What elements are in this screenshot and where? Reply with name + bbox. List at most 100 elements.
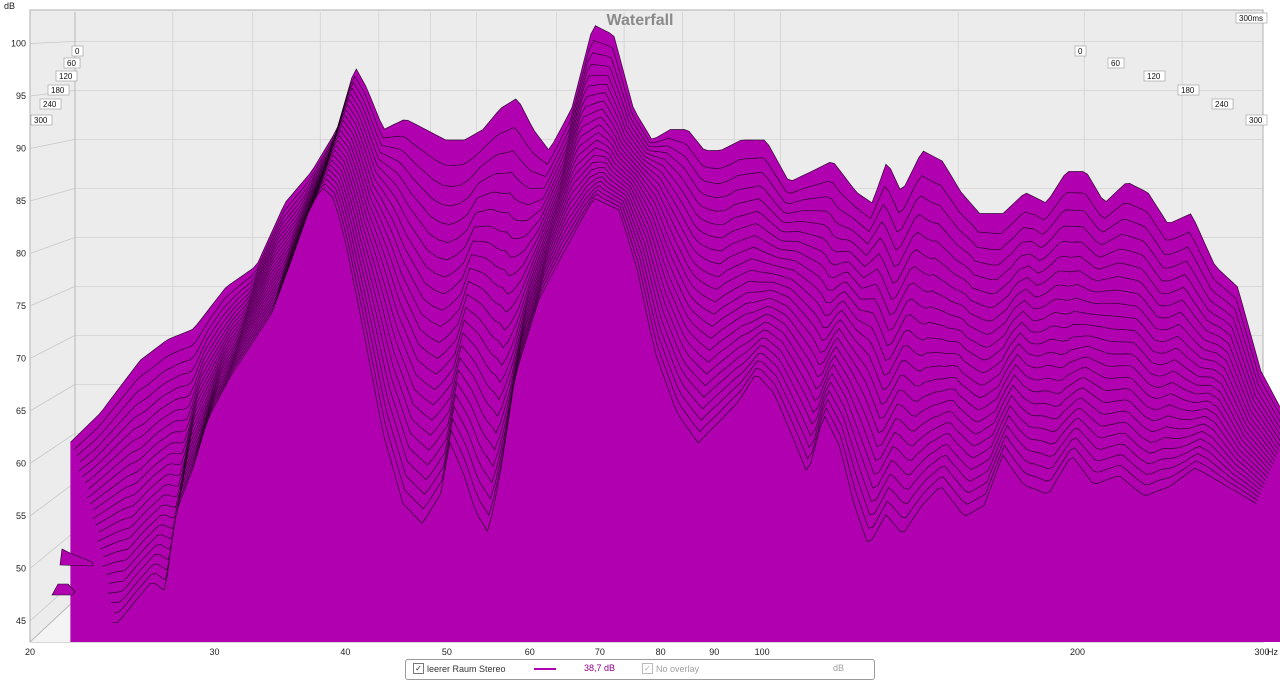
slice-line-10 xyxy=(93,124,1275,510)
y-tick-label: 50 xyxy=(16,564,26,574)
x-tick-label: 100 xyxy=(755,647,770,657)
x-axis-unit: Hz xyxy=(1267,647,1278,657)
y-tick-label: 65 xyxy=(16,406,26,416)
x-tick-label: 30 xyxy=(209,647,219,657)
x-tick-label: 60 xyxy=(525,647,535,657)
grid-side-line xyxy=(29,41,76,44)
slice-line-14 xyxy=(97,144,1270,543)
slice-line-6 xyxy=(85,92,1280,483)
time-tick-right-text: 0 xyxy=(1078,47,1083,56)
slice-line-8 xyxy=(86,108,1278,499)
low-fragment-2 xyxy=(51,583,76,596)
time-tick-left-box xyxy=(39,98,62,110)
slice-line-1 xyxy=(73,40,1280,451)
time-tick-right: 240 xyxy=(1211,98,1234,110)
series-name: leerer Raum Stereo xyxy=(427,663,506,674)
time-tick-left: 120 xyxy=(55,70,78,82)
slice-line-3 xyxy=(79,64,1280,462)
y-tick-label: 95 xyxy=(16,91,26,101)
x-tick-label: 80 xyxy=(656,647,666,657)
slice-line-17 xyxy=(102,159,1265,567)
series-checkbox[interactable]: ✓ xyxy=(413,663,424,674)
time-tick-left-text: 0 xyxy=(75,47,80,56)
overlay-unit: dB xyxy=(833,663,845,673)
time-tick-right-text: 120 xyxy=(1147,72,1161,81)
time-axis-label-box xyxy=(1235,12,1268,24)
slice-line-15 xyxy=(100,149,1268,550)
slice-line-9 xyxy=(90,116,1277,505)
slice-line-11 xyxy=(92,129,1274,520)
time-tick-right-text: 60 xyxy=(1111,59,1120,68)
series-line-swatch xyxy=(534,668,556,670)
time-tick-left: 240 xyxy=(39,98,62,110)
slice-line-5 xyxy=(81,83,1280,477)
y-tick-label: 80 xyxy=(16,249,26,259)
time-tick-left-box xyxy=(71,45,84,57)
slice-fill-24 xyxy=(115,193,1255,642)
slice-line-13 xyxy=(98,139,1271,533)
x-tick-label: 70 xyxy=(595,647,605,657)
depth-edge xyxy=(29,599,76,643)
time-tick-right-box xyxy=(1177,84,1200,96)
time-tick-left: 300 xyxy=(30,114,53,126)
grid-side-line xyxy=(29,237,76,254)
slice-line-0 xyxy=(70,25,1280,443)
time-tick-left-text: 240 xyxy=(43,100,57,109)
time-axis-label-text: 300ms xyxy=(1239,14,1263,23)
grid-side-line xyxy=(29,188,76,202)
grid-side-line xyxy=(29,531,76,569)
overlay-label: No overlay xyxy=(656,663,700,674)
overlay-unit-item: dB xyxy=(833,663,844,673)
time-tick-left-box xyxy=(30,114,53,126)
y-tick-label: 90 xyxy=(16,144,26,154)
y-axis-label: dB xyxy=(4,1,15,11)
time-tick-left-box xyxy=(63,57,81,69)
time-tick-right-box xyxy=(1107,57,1125,69)
slice-line-7 xyxy=(88,100,1280,490)
y-tick-label: 60 xyxy=(16,459,26,469)
time-tick-left-text: 120 xyxy=(59,72,73,81)
time-tick-right: 60 xyxy=(1107,57,1125,69)
y-tick-label: 85 xyxy=(16,196,26,206)
time-axis-label: 300ms xyxy=(1235,12,1268,24)
time-tick-right: 180 xyxy=(1177,84,1200,96)
slice-line-16 xyxy=(103,154,1267,558)
y-tick-label: 75 xyxy=(16,301,26,311)
legend-series-item[interactable]: ✓ leerer Raum Stereo xyxy=(413,663,506,674)
time-tick-right-box xyxy=(1074,45,1087,57)
time-tick-right-text: 300 xyxy=(1249,116,1263,125)
series-swatch xyxy=(534,668,556,670)
time-tick-left-text: 180 xyxy=(51,86,65,95)
slice-line-4 xyxy=(78,74,1280,472)
time-tick-right-box xyxy=(1143,70,1166,82)
time-tick-right: 0 xyxy=(1074,45,1087,57)
grid-side-line xyxy=(29,384,76,412)
time-tick-left-text: 60 xyxy=(67,59,76,68)
slice-line-12 xyxy=(95,134,1273,526)
overlay-checkbox[interactable]: ✓ xyxy=(642,663,653,674)
time-tick-left-text: 300 xyxy=(34,116,48,125)
time-tick-left: 60 xyxy=(63,57,81,69)
grid-side-line xyxy=(29,433,76,464)
y-tick-label: 70 xyxy=(16,354,26,364)
x-tick-label: 90 xyxy=(709,647,719,657)
legend-overlay-item[interactable]: ✓ No overlay xyxy=(642,663,699,674)
time-tick-left-box xyxy=(47,84,70,96)
grid-side-line xyxy=(29,335,76,359)
grid-side-line xyxy=(29,286,76,307)
y-tick-label: 55 xyxy=(16,511,26,521)
y-tick-label: 45 xyxy=(16,616,26,626)
time-tick-right-text: 240 xyxy=(1215,100,1229,109)
x-tick-label: 50 xyxy=(442,647,452,657)
series-value-item: 38,7 dB xyxy=(584,663,615,673)
time-tick-left: 0 xyxy=(71,45,84,57)
x-tick-label: 20 xyxy=(25,647,35,657)
x-tick-label: 200 xyxy=(1070,647,1085,657)
grid-side-line xyxy=(29,139,76,149)
series-value: 38,7 dB xyxy=(584,663,616,673)
time-tick-right: 120 xyxy=(1143,70,1166,82)
legend-bar: ✓ leerer Raum Stereo 38,7 dB ✓ No overla… xyxy=(405,659,875,680)
time-tick-right-box xyxy=(1245,114,1268,126)
